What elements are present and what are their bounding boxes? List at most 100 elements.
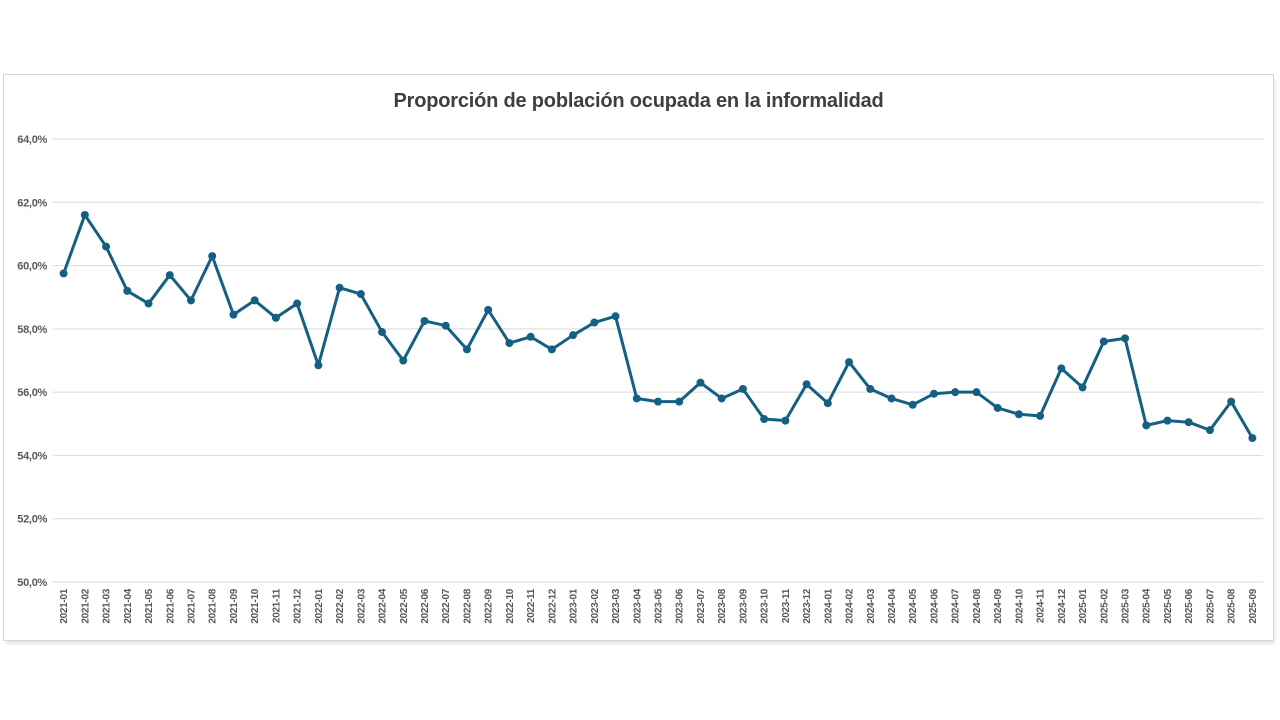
data-point bbox=[569, 331, 578, 340]
x-tick-label: 2024-05 bbox=[908, 588, 919, 623]
x-tick-label: 2022-06 bbox=[420, 588, 431, 623]
data-point bbox=[314, 361, 323, 370]
x-tick-label: 2024-10 bbox=[1014, 588, 1025, 623]
x-tick-label: 2021-07 bbox=[186, 588, 197, 623]
y-tick-label: 52,0% bbox=[17, 514, 47, 526]
y-tick-label: 62,0% bbox=[17, 197, 47, 209]
x-tick-label: 2024-11 bbox=[1036, 588, 1047, 623]
x-tick-label: 2022-08 bbox=[462, 588, 473, 623]
x-tick-label: 2025-01 bbox=[1078, 588, 1089, 623]
data-point bbox=[165, 271, 174, 280]
data-point bbox=[972, 388, 981, 397]
y-tick-label: 60,0% bbox=[17, 261, 47, 273]
x-tick-label: 2022-07 bbox=[441, 588, 452, 623]
data-point bbox=[335, 283, 344, 292]
data-point bbox=[208, 252, 217, 261]
x-tick-label: 2023-03 bbox=[611, 588, 622, 623]
data-point bbox=[505, 339, 514, 348]
data-point bbox=[781, 416, 790, 425]
data-point bbox=[696, 378, 705, 387]
x-tick-label: 2024-06 bbox=[929, 588, 940, 623]
data-point bbox=[250, 296, 259, 305]
x-tick-label: 2021-06 bbox=[165, 588, 176, 623]
data-point bbox=[951, 388, 960, 397]
data-point bbox=[611, 312, 620, 321]
data-point bbox=[632, 394, 641, 403]
y-tick-label: 56,0% bbox=[17, 387, 47, 399]
chart-title: Proporción de población ocupada en la in… bbox=[393, 90, 884, 112]
x-tick-label: 2024-02 bbox=[845, 588, 856, 623]
data-point bbox=[1227, 397, 1236, 406]
x-tick-label: 2022-03 bbox=[356, 588, 367, 623]
x-tick-label: 2025-07 bbox=[1205, 588, 1216, 623]
x-tick-label: 2021-11 bbox=[271, 588, 282, 623]
data-point bbox=[929, 389, 938, 398]
x-tick-label: 2023-12 bbox=[802, 588, 813, 623]
x-tick-label: 2023-05 bbox=[654, 588, 665, 623]
x-tick-label: 2021-01 bbox=[59, 588, 70, 623]
x-tick-label: 2021-02 bbox=[80, 588, 91, 623]
data-point bbox=[845, 358, 854, 367]
x-tick-label: 2024-09 bbox=[993, 588, 1004, 623]
x-tick-label: 2021-12 bbox=[293, 588, 304, 623]
data-point bbox=[717, 394, 726, 403]
data-point bbox=[866, 384, 875, 393]
data-point bbox=[293, 299, 302, 308]
x-tick-label: 2022-02 bbox=[335, 588, 346, 623]
x-tick-label: 2025-03 bbox=[1121, 588, 1132, 623]
x-tick-label: 2025-05 bbox=[1163, 588, 1174, 623]
data-point bbox=[908, 400, 917, 409]
data-point bbox=[526, 332, 535, 341]
x-tick-label: 2023-09 bbox=[738, 588, 749, 623]
y-tick-label: 50,0% bbox=[17, 577, 47, 589]
x-tick-label: 2025-08 bbox=[1227, 588, 1238, 623]
x-tick-label: 2023-10 bbox=[760, 588, 771, 623]
data-point bbox=[1078, 383, 1087, 392]
data-point bbox=[887, 394, 896, 403]
data-point bbox=[823, 399, 832, 408]
data-point bbox=[675, 397, 684, 406]
x-tick-label: 2024-03 bbox=[866, 588, 877, 623]
data-point bbox=[738, 384, 747, 393]
x-tick-label: 2024-01 bbox=[823, 588, 834, 623]
x-tick-label: 2024-07 bbox=[951, 588, 962, 623]
data-point bbox=[590, 318, 599, 327]
data-point bbox=[1142, 421, 1151, 430]
data-point bbox=[1205, 426, 1214, 435]
x-tick-label: 2021-08 bbox=[208, 588, 219, 623]
data-point bbox=[378, 328, 387, 337]
x-tick-label: 2021-09 bbox=[229, 588, 240, 623]
x-tick-label: 2025-04 bbox=[1142, 588, 1153, 623]
data-point bbox=[1057, 364, 1066, 373]
data-point bbox=[484, 305, 493, 314]
y-tick-label: 64,0% bbox=[17, 134, 47, 146]
data-point bbox=[123, 286, 132, 295]
data-point bbox=[993, 403, 1002, 412]
x-tick-label: 2024-04 bbox=[887, 588, 898, 623]
data-point bbox=[1036, 411, 1045, 420]
x-tick-label: 2021-03 bbox=[102, 588, 113, 623]
x-tick-label: 2022-12 bbox=[547, 588, 558, 623]
x-tick-label: 2023-08 bbox=[717, 588, 728, 623]
x-tick-label: 2023-01 bbox=[569, 588, 580, 623]
x-tick-label: 2025-02 bbox=[1099, 588, 1110, 623]
data-point bbox=[59, 269, 68, 278]
x-tick-label: 2023-02 bbox=[590, 588, 601, 623]
data-point bbox=[356, 290, 365, 299]
data-point bbox=[547, 345, 556, 354]
data-point bbox=[420, 316, 429, 325]
data-point bbox=[1248, 434, 1257, 443]
x-tick-label: 2021-04 bbox=[123, 588, 134, 623]
data-point bbox=[441, 321, 450, 330]
x-tick-label: 2022-09 bbox=[484, 588, 495, 623]
x-tick-label: 2022-01 bbox=[314, 588, 325, 623]
x-tick-label: 2023-11 bbox=[781, 588, 792, 623]
data-point bbox=[399, 356, 408, 365]
x-tick-label: 2023-06 bbox=[675, 588, 686, 623]
x-tick-label: 2024-08 bbox=[972, 588, 983, 623]
y-tick-label: 58,0% bbox=[17, 324, 47, 336]
x-tick-label: 2021-10 bbox=[250, 588, 261, 623]
data-point bbox=[802, 380, 811, 389]
x-tick-label: 2025-09 bbox=[1248, 588, 1259, 623]
x-tick-label: 2025-06 bbox=[1184, 588, 1195, 623]
